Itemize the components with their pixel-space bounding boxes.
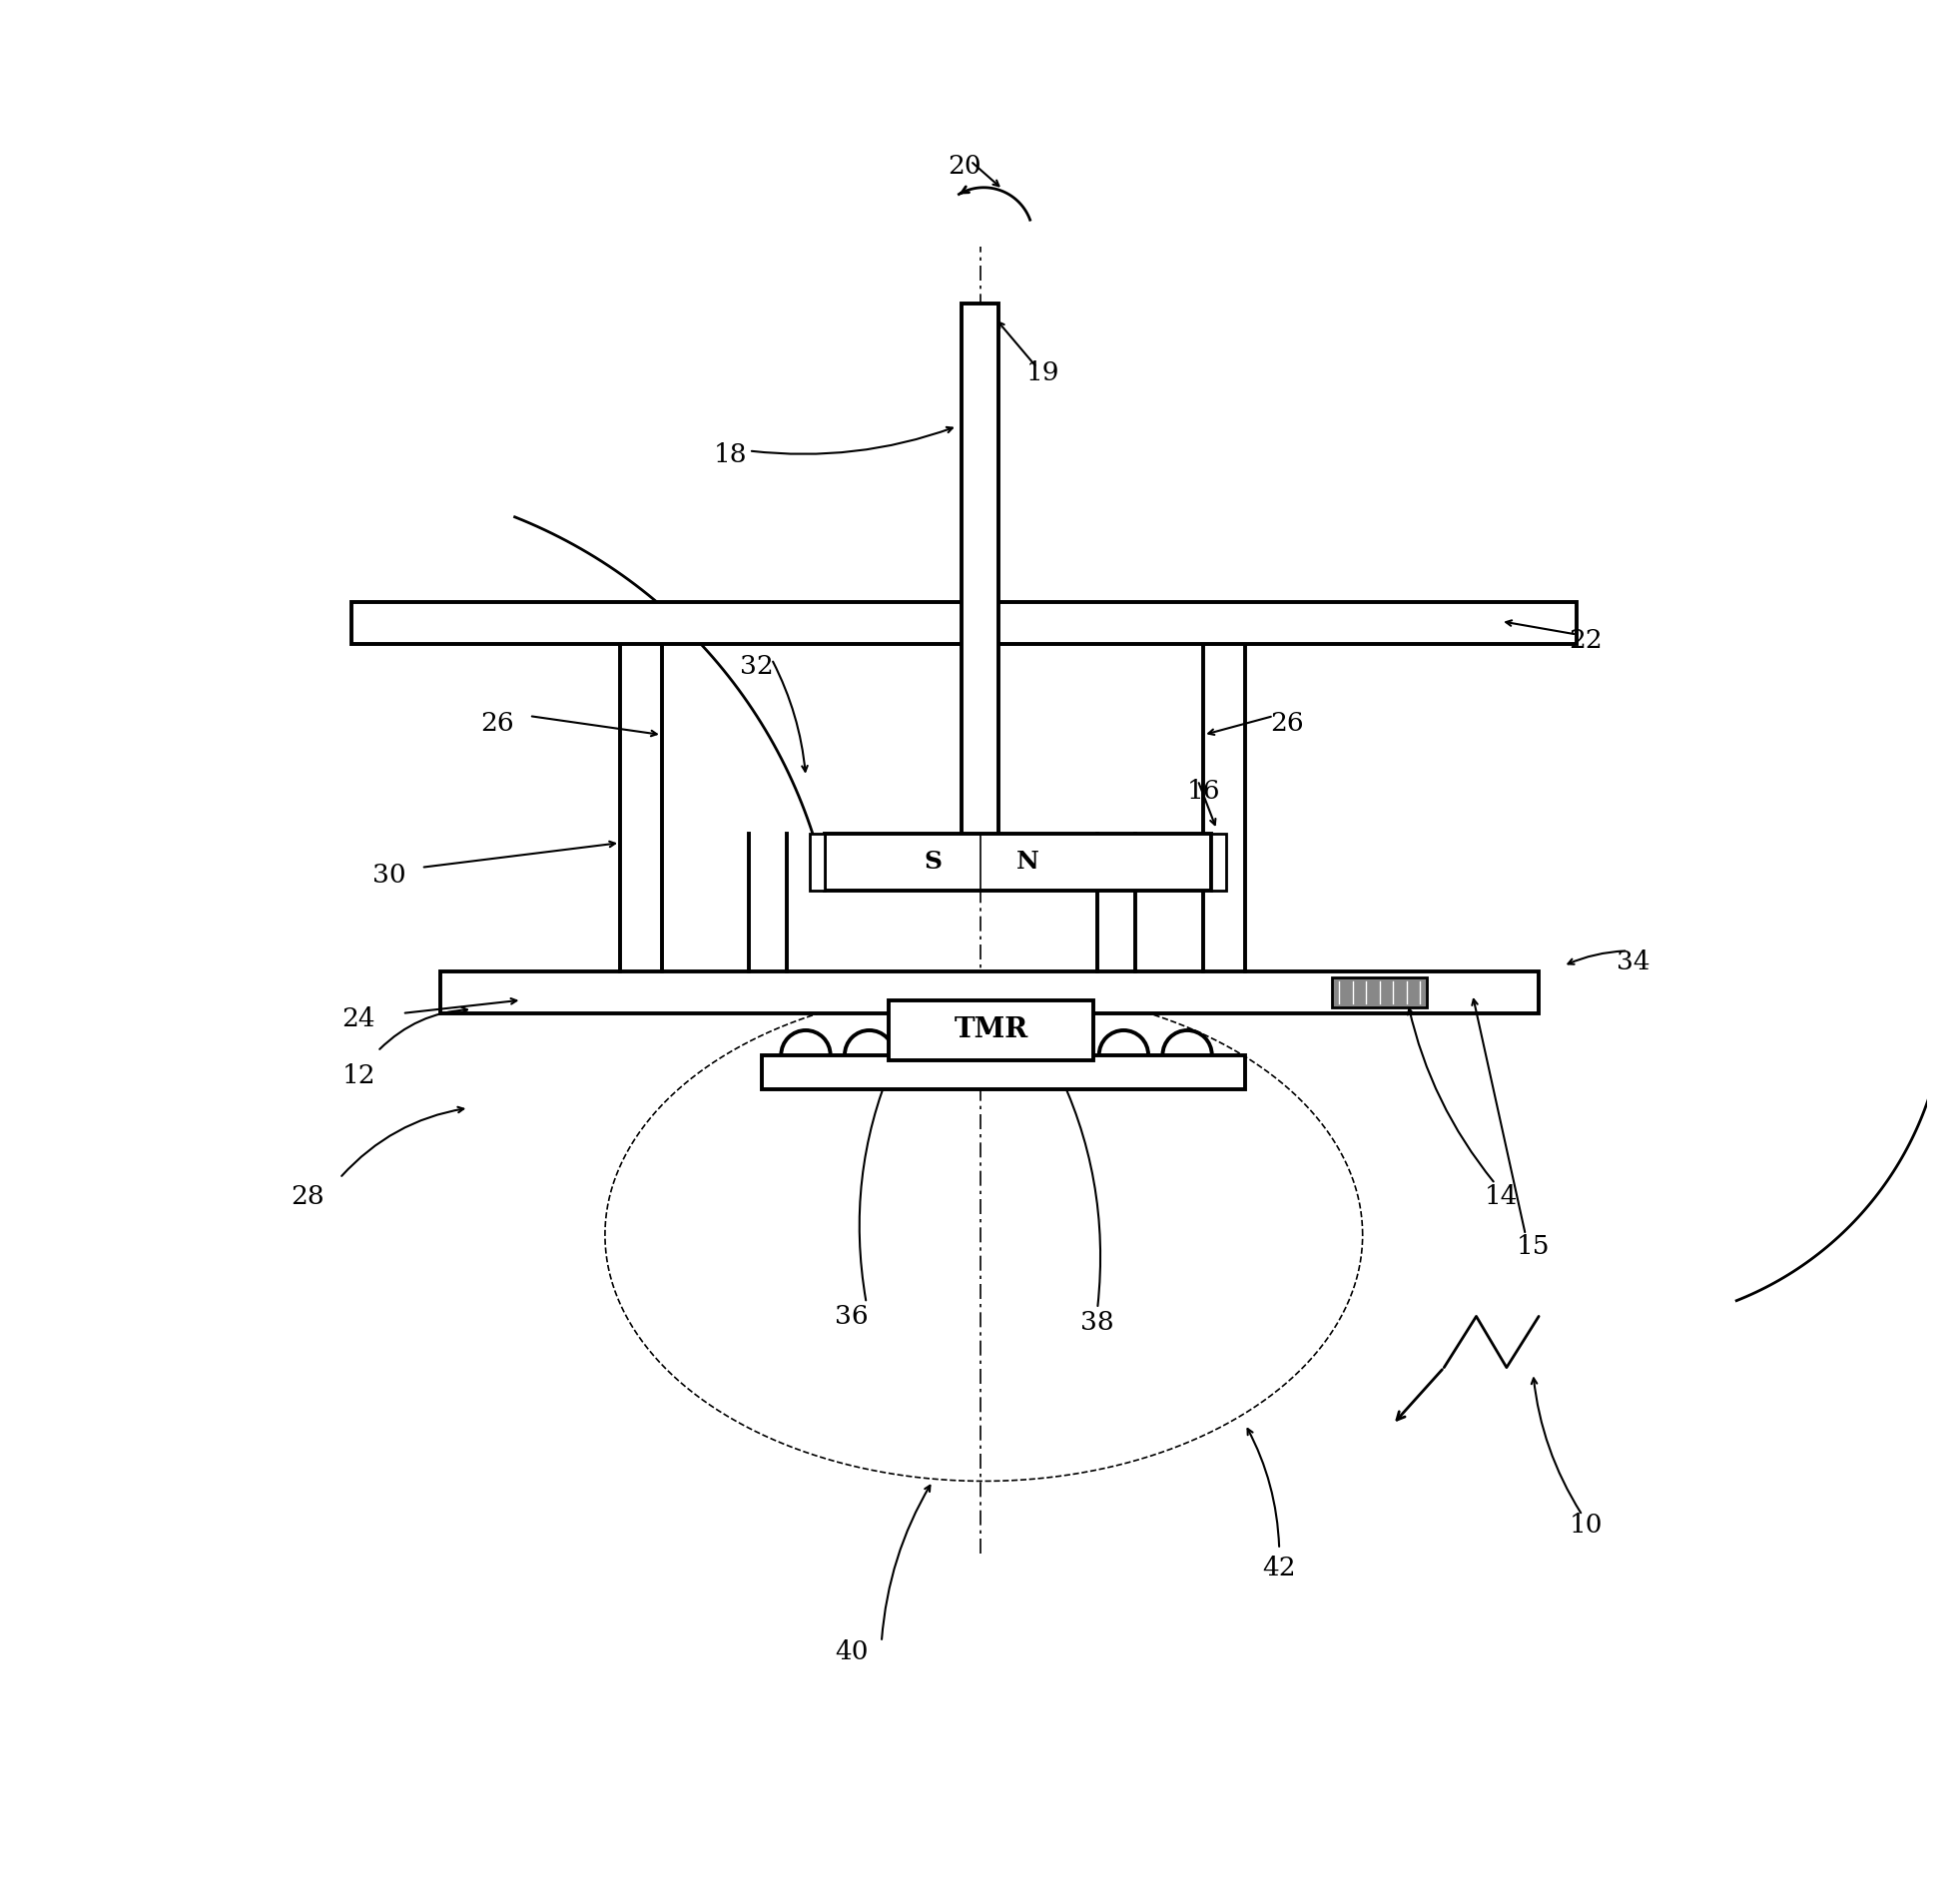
Text: 34: 34: [1617, 949, 1650, 975]
Bar: [825, 833, 1211, 890]
Text: S: S: [923, 850, 941, 873]
Text: 26: 26: [1270, 710, 1303, 737]
Text: 24: 24: [341, 1006, 376, 1032]
Text: 18: 18: [713, 441, 747, 468]
Bar: [1211, 833, 1227, 890]
Text: 30: 30: [372, 862, 406, 888]
Text: 42: 42: [1262, 1555, 1296, 1581]
Text: TMR: TMR: [955, 1017, 1029, 1044]
Text: 40: 40: [835, 1638, 868, 1665]
Text: 20: 20: [949, 153, 982, 180]
Text: 38: 38: [1080, 1309, 1113, 1335]
Text: N: N: [1015, 850, 1039, 873]
Text: 10: 10: [1570, 1511, 1603, 1538]
Text: 15: 15: [1517, 1233, 1550, 1260]
Text: 28: 28: [290, 1184, 325, 1210]
Text: 26: 26: [480, 710, 514, 737]
Text: 12: 12: [341, 1063, 376, 1089]
Bar: [960, 303, 1000, 837]
Text: 14: 14: [1484, 1184, 1517, 1210]
Bar: [351, 602, 1576, 644]
Bar: [890, 1000, 1094, 1061]
Bar: [1333, 977, 1427, 1008]
Bar: [762, 1055, 1245, 1089]
Text: 16: 16: [1186, 778, 1221, 805]
Bar: [441, 972, 1539, 1013]
Text: 36: 36: [835, 1303, 868, 1330]
Bar: [809, 833, 825, 890]
Text: 19: 19: [1025, 360, 1058, 386]
Text: 22: 22: [1570, 627, 1603, 653]
Text: 32: 32: [739, 653, 774, 680]
